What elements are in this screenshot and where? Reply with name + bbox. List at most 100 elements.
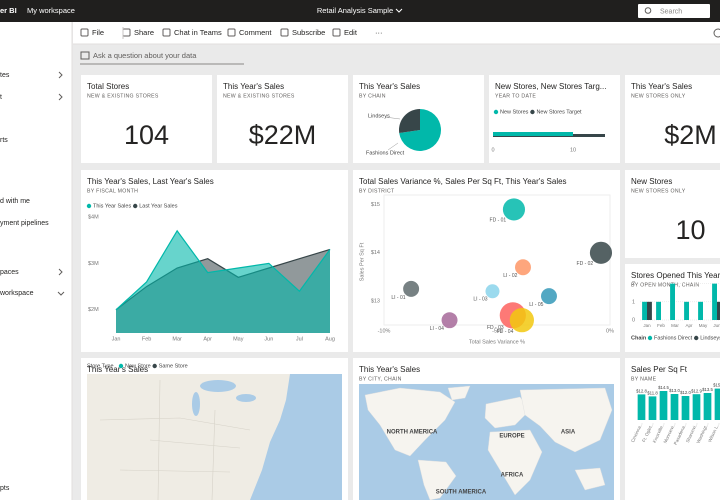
nav-item[interactable]: yment pipelines — [0, 220, 49, 227]
map-lake — [236, 394, 256, 402]
nav-chevron — [58, 268, 63, 276]
pie-leader — [387, 142, 399, 151]
report-name[interactable]: Retail Analysis Sample — [317, 6, 393, 15]
legend-label: New Stores — [500, 109, 529, 115]
map-region-label: AFRICA — [501, 473, 524, 479]
toolbar-button[interactable]: ··· — [375, 28, 383, 37]
nav-item[interactable]: d with me — [0, 198, 30, 205]
column — [712, 283, 717, 320]
map-region-label: EUROPE — [499, 434, 524, 440]
tile[interactable] — [81, 75, 212, 163]
bubble — [485, 284, 500, 299]
y-tick-label: $4M — [88, 214, 99, 220]
y-tick-label: 2 — [632, 281, 635, 287]
tile-subtitle: NEW STORES ONLY — [631, 188, 686, 194]
column — [648, 396, 657, 420]
toolbar-icon — [162, 28, 171, 37]
toolbar-button[interactable]: File — [92, 28, 104, 37]
nav-item[interactable]: workspace — [0, 290, 34, 297]
bubble-label: LI - 02 — [503, 273, 517, 279]
data-label: $12.9 — [691, 388, 702, 393]
map-land — [487, 429, 543, 496]
qna-input[interactable]: Ask a question about your data — [93, 51, 197, 60]
column — [659, 391, 668, 420]
qna-icon — [80, 51, 90, 60]
column — [681, 396, 690, 420]
y-tick-label: $14 — [371, 250, 380, 256]
y-tick-label: 1 — [632, 299, 635, 305]
column — [670, 394, 679, 420]
tile[interactable] — [353, 170, 620, 352]
legend-dot — [118, 363, 124, 369]
legend-label: Same Store — [159, 363, 188, 369]
tile-subtitle: NEW & EXISTING STORES — [223, 93, 295, 99]
area-fill — [116, 230, 330, 333]
pie-label: Lindseys — [368, 113, 390, 119]
tile-title: This Year's Sales — [359, 82, 420, 91]
bubble-label: FD - 03 — [487, 325, 504, 331]
legend-dot — [86, 203, 92, 209]
card-value: $2M — [664, 120, 717, 150]
bubble — [441, 312, 458, 329]
map-region-label: NORTH AMERICA — [387, 430, 438, 436]
tile-subtitle: BY OPEN MONTH, CHAIN — [631, 282, 699, 288]
toolbar-button[interactable]: Comment — [239, 28, 272, 37]
nav-item[interactable]: rts — [0, 137, 8, 144]
tile-title: New Stores — [631, 177, 672, 186]
toolbar-icon — [280, 28, 289, 37]
report-chevron — [395, 8, 403, 13]
tile-title: Stores Opened This Year — [631, 271, 720, 280]
tile[interactable] — [217, 75, 348, 163]
x-tick-label: 0 — [491, 147, 494, 153]
tile[interactable] — [625, 75, 720, 163]
x-axis-title: Total Sales Variance % — [469, 339, 525, 345]
x-tick-label: -10% — [378, 328, 391, 334]
nav-item[interactable]: tes — [0, 72, 10, 79]
column — [637, 394, 646, 420]
y-tick-label: $3M — [88, 261, 99, 267]
x-tick-label: Apr — [203, 336, 212, 342]
nav-item[interactable]: t — [0, 94, 2, 101]
nav-chevron — [58, 93, 63, 101]
toolbar-button[interactable]: Chat in Teams — [174, 28, 222, 37]
data-label: $12.8 — [636, 389, 647, 394]
x-tick-label: Apr — [685, 323, 693, 328]
column — [670, 283, 675, 320]
x-tick-label: Jun — [264, 336, 273, 342]
bubble-label: LI - 05 — [529, 302, 543, 308]
legend-dot — [530, 109, 535, 115]
toolbar-icon — [332, 28, 341, 37]
toolbar-button[interactable]: Edit — [344, 28, 358, 37]
bubble-label: FD - 01 — [490, 218, 507, 224]
nav-chevron — [57, 291, 65, 296]
nav-item[interactable]: paces — [0, 269, 19, 276]
tile[interactable] — [625, 358, 720, 500]
legend-label: New Store — [125, 363, 151, 369]
nav-item[interactable]: pts — [0, 485, 10, 492]
x-tick-label: May — [699, 323, 708, 328]
y-tick-label: $2M — [88, 307, 99, 313]
legend-label: Fashions Direct — [654, 335, 693, 341]
tile[interactable] — [489, 75, 620, 163]
toolbar-button[interactable]: Share — [134, 28, 154, 37]
refresh-icon[interactable] — [713, 28, 720, 38]
search-icon — [644, 7, 652, 14]
bubble — [509, 308, 534, 333]
legend-dot — [152, 363, 157, 369]
column — [642, 301, 647, 320]
x-tick-label: Aug — [325, 336, 335, 342]
map-region-label: ASIA — [561, 430, 576, 436]
x-tick-label: Mar — [671, 323, 679, 328]
toolbar-button[interactable]: Subscribe — [292, 28, 325, 37]
tile[interactable] — [625, 170, 720, 258]
bubble-label: FD - 04 — [497, 329, 514, 335]
legend-dot — [647, 335, 653, 341]
search-box[interactable] — [638, 4, 710, 18]
column — [717, 301, 720, 320]
x-tick-label: 10 — [570, 147, 576, 153]
pie-label: Fashions Direct — [366, 150, 405, 156]
workspace-link[interactable]: My workspace — [27, 6, 75, 15]
card-value: 104 — [124, 120, 169, 150]
column — [692, 394, 701, 420]
